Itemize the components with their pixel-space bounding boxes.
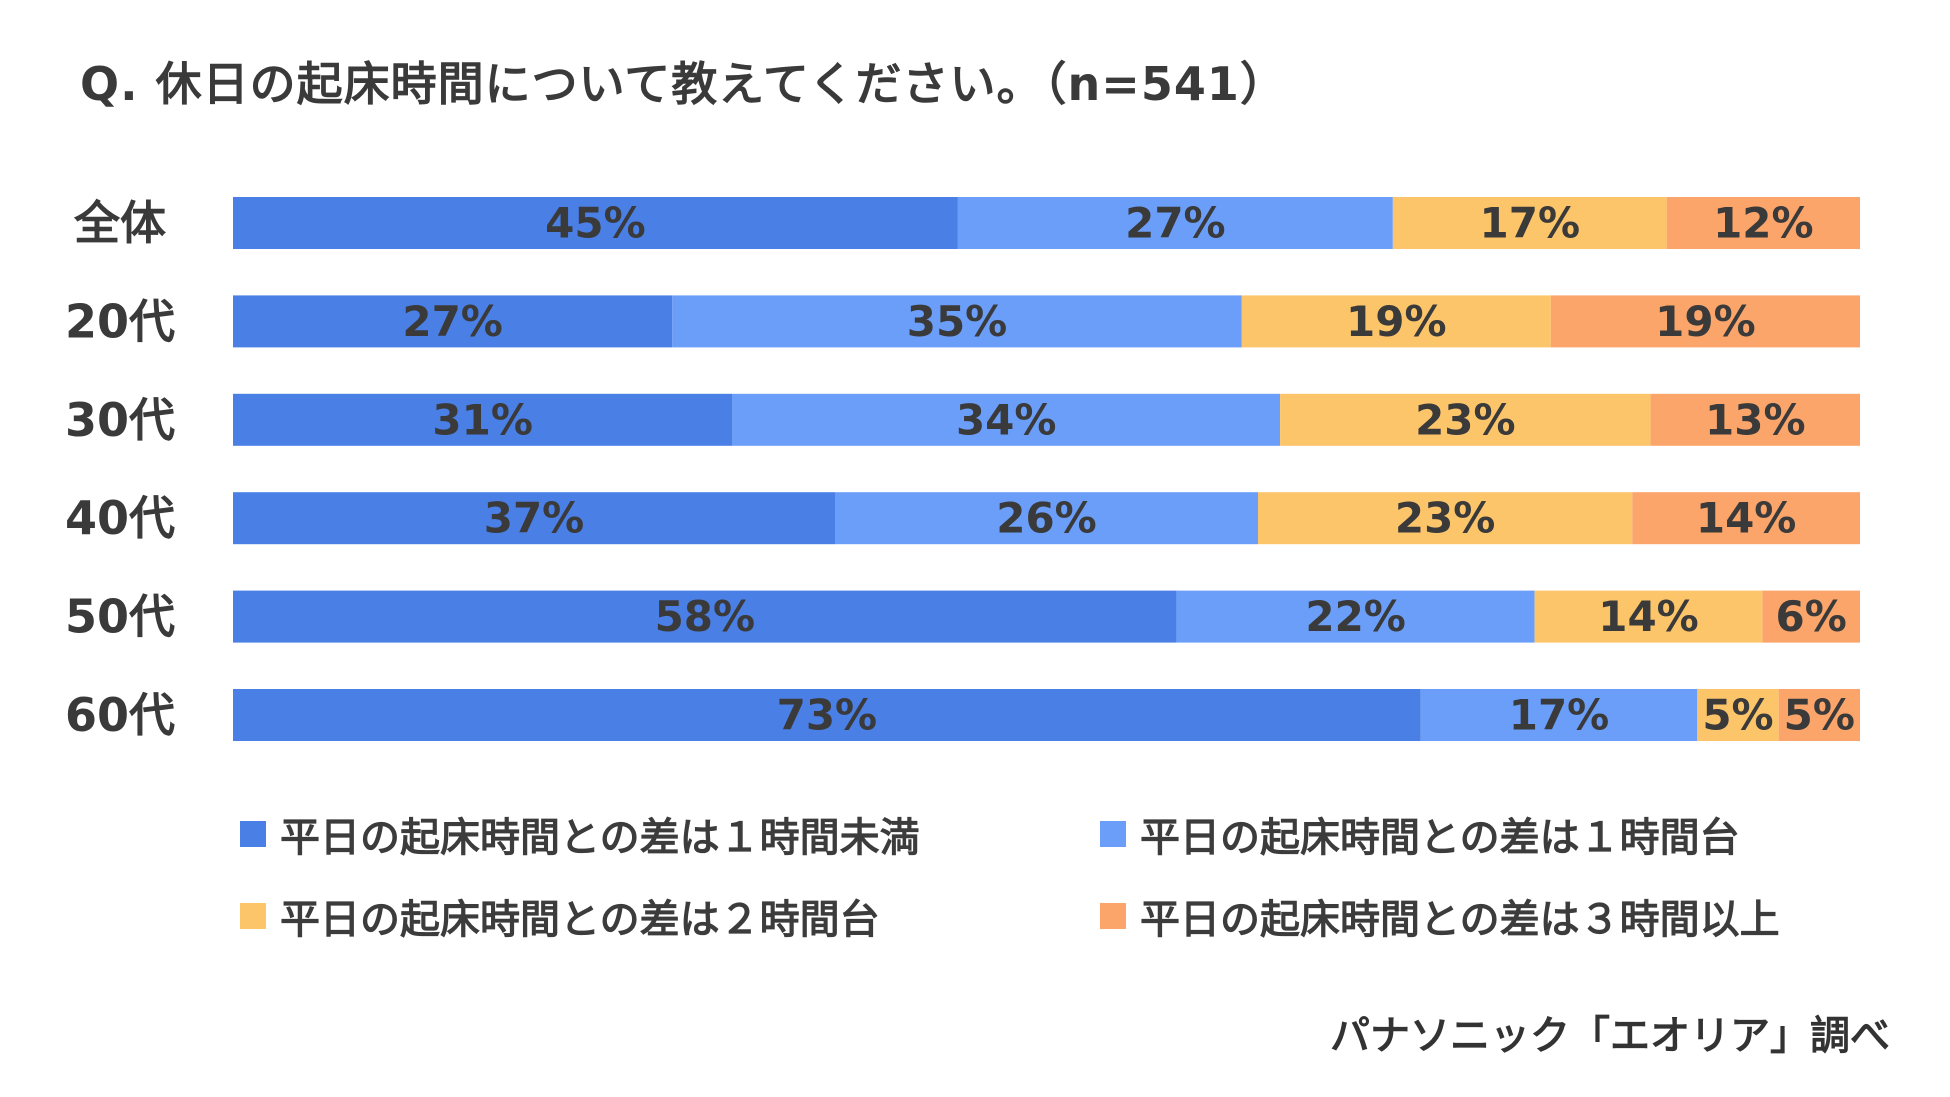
data-label: 22% bbox=[1305, 592, 1406, 641]
bar-segment bbox=[1241, 295, 1551, 348]
data-label: 19% bbox=[1655, 297, 1756, 346]
data-label: 73% bbox=[777, 691, 878, 740]
legend-label: 平日の起床時間との差は３時間以上 bbox=[1140, 897, 1780, 943]
bar-segment bbox=[233, 295, 673, 348]
legend-item: 平日の起床時間との差は３時間以上 bbox=[1100, 887, 1780, 945]
data-label: 17% bbox=[1509, 691, 1610, 740]
legend-item: 平日の起床時間との差は１時間台 bbox=[1100, 805, 1740, 863]
bar-segment bbox=[732, 393, 1281, 446]
data-label: 23% bbox=[1395, 494, 1496, 543]
data-label: 45% bbox=[545, 199, 646, 248]
data-label: 13% bbox=[1705, 395, 1806, 444]
legend-item: 平日の起床時間との差は２時間台 bbox=[240, 887, 880, 945]
chart-title: Q. 休日の起床時間について教えてください。（n=541） bbox=[80, 57, 1287, 111]
bar-segment bbox=[1762, 590, 1860, 643]
legend-label: 平日の起床時間との差は２時間台 bbox=[280, 897, 880, 943]
bar-segment bbox=[1666, 197, 1860, 249]
data-label: 6% bbox=[1776, 592, 1847, 641]
data-label: 17% bbox=[1480, 199, 1581, 248]
data-label: 23% bbox=[1415, 395, 1516, 444]
legend-label: 平日の起床時間との差は１時間未満 bbox=[280, 815, 920, 861]
legend-swatch bbox=[1100, 821, 1126, 847]
category-label: 20代 bbox=[65, 294, 175, 348]
data-label: 27% bbox=[1125, 199, 1226, 248]
bar-segment bbox=[1534, 590, 1763, 643]
data-label: 26% bbox=[996, 494, 1097, 543]
bar-segment bbox=[233, 492, 835, 545]
data-label: 31% bbox=[432, 395, 533, 444]
chart-legend: 平日の起床時間との差は１時間未満 平日の起床時間との差は１時間台 平日の起床時間との… bbox=[240, 805, 1880, 975]
data-label: 12% bbox=[1713, 199, 1814, 248]
bar-segment bbox=[1420, 689, 1698, 741]
bar-segment bbox=[672, 295, 1242, 348]
source-note: パナソニック「エオリア」調べ bbox=[1330, 1013, 1890, 1059]
category-label: 30代 bbox=[65, 393, 175, 447]
bar-segment bbox=[233, 393, 733, 446]
bar-segment bbox=[233, 590, 1177, 643]
category-label: 40代 bbox=[65, 491, 175, 545]
bar-segment bbox=[233, 689, 1421, 741]
bar-segment bbox=[1778, 689, 1860, 741]
legend-label: 平日の起床時間との差は１時間台 bbox=[1140, 815, 1740, 861]
category-label: 全体 bbox=[73, 196, 166, 250]
bar-segment bbox=[1650, 393, 1860, 446]
data-label: 5% bbox=[1702, 691, 1773, 740]
stacked-bar-chart: 全体 45% 27% 17% 12% 20代 27% 35% 19% 19% 30代 31% 34% 23… bbox=[65, 196, 1860, 742]
data-label: 37% bbox=[484, 494, 585, 543]
data-label: 14% bbox=[1696, 494, 1797, 543]
data-label: 58% bbox=[655, 592, 756, 641]
bar-segment bbox=[1632, 492, 1860, 545]
bar-segment bbox=[957, 197, 1393, 249]
bar-segment bbox=[1392, 197, 1667, 249]
category-label: 60代 bbox=[65, 688, 175, 742]
data-label: 35% bbox=[907, 297, 1008, 346]
legend-swatch bbox=[240, 821, 266, 847]
data-label: 5% bbox=[1784, 691, 1855, 740]
bar-segment bbox=[1697, 689, 1779, 741]
bar-segment bbox=[1550, 295, 1860, 348]
legend-item: 平日の起床時間との差は１時間未満 bbox=[240, 805, 920, 863]
legend-swatch bbox=[1100, 903, 1126, 929]
bar-segment bbox=[233, 197, 958, 249]
legend-swatch bbox=[240, 903, 266, 929]
bar-segment bbox=[1280, 393, 1651, 446]
category-label: 50代 bbox=[65, 590, 175, 644]
bar-segment bbox=[834, 492, 1259, 545]
bar-segment bbox=[1176, 590, 1535, 643]
bar-segment bbox=[1258, 492, 1633, 545]
data-label: 34% bbox=[956, 395, 1057, 444]
data-label: 27% bbox=[402, 297, 503, 346]
data-label: 14% bbox=[1598, 592, 1699, 641]
data-label: 19% bbox=[1346, 297, 1447, 346]
